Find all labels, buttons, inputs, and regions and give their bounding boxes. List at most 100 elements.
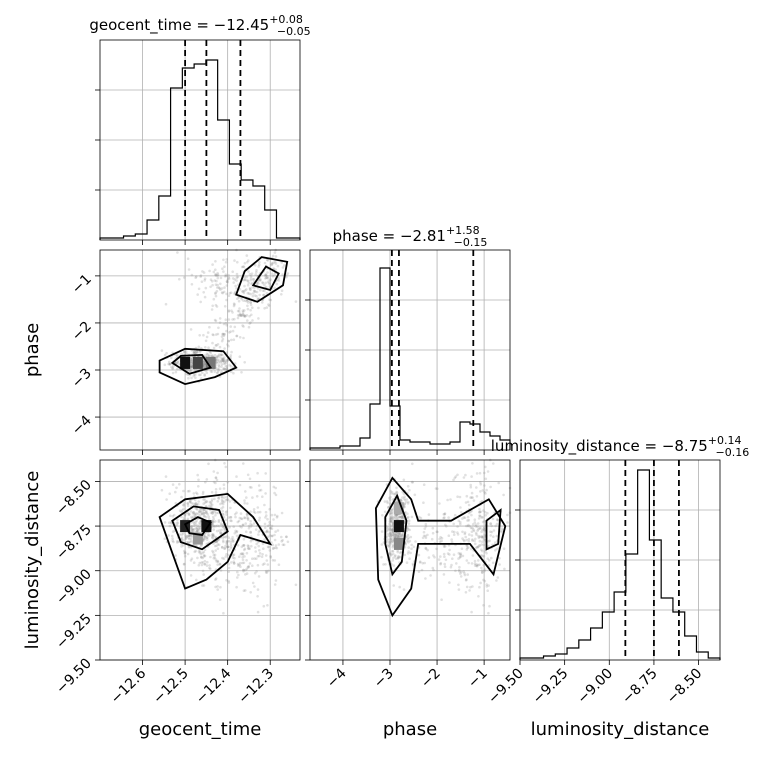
- sample-point: [480, 566, 483, 570]
- sample-point: [490, 524, 493, 528]
- sample-point: [220, 528, 223, 532]
- sample-point: [244, 289, 247, 292]
- sample-point: [217, 520, 221, 523]
- sample-point: [277, 277, 281, 280]
- sample-point: [202, 502, 205, 506]
- sample-point: [392, 533, 395, 536]
- sample-point: [474, 523, 478, 526]
- sample-point: [211, 549, 214, 553]
- sample-point: [191, 529, 194, 532]
- sample-point: [388, 541, 392, 544]
- sample-point: [196, 528, 200, 532]
- sample-point: [217, 365, 221, 368]
- sample-point: [261, 553, 264, 556]
- sample-point: [229, 540, 233, 544]
- sample-point: [243, 261, 247, 265]
- sample-point: [224, 518, 228, 522]
- sample-point: [258, 489, 261, 492]
- sample-point: [433, 556, 436, 559]
- sample-point: [470, 562, 474, 565]
- sample-point: [178, 509, 182, 512]
- sample-point: [402, 497, 406, 500]
- sample-point: [232, 562, 236, 565]
- sample-point: [187, 541, 190, 545]
- sample-point: [496, 518, 500, 522]
- sample-point: [184, 536, 188, 540]
- sample-point: [266, 563, 270, 566]
- sample-point: [214, 476, 218, 479]
- sample-point: [442, 516, 445, 520]
- sample-point: [268, 530, 271, 534]
- sample-point: [467, 503, 471, 507]
- sample-point: [202, 511, 206, 515]
- sample-point: [206, 331, 210, 334]
- sample-point: [389, 528, 393, 532]
- sample-point: [170, 534, 174, 538]
- sample-point: [201, 492, 205, 496]
- sample-point: [220, 358, 223, 362]
- sample-point: [244, 490, 247, 493]
- sample-point: [220, 287, 224, 290]
- sample-point: [248, 272, 252, 276]
- sample-point: [227, 545, 230, 549]
- sample-point: [233, 317, 236, 321]
- sample-point: [268, 298, 271, 302]
- sample-point: [189, 369, 193, 373]
- sample-point: [222, 515, 226, 519]
- sample-point: [264, 510, 268, 514]
- sample-point: [407, 541, 410, 544]
- sample-point: [235, 511, 238, 514]
- sample-point: [393, 534, 396, 537]
- sample-point: [453, 530, 456, 534]
- sample-point: [231, 329, 235, 333]
- sample-point: [190, 376, 193, 380]
- sample-point: [444, 523, 447, 527]
- sample-point: [473, 518, 477, 521]
- sample-point: [249, 274, 253, 278]
- sample-point: [215, 478, 219, 482]
- sample-point: [484, 514, 488, 517]
- sample-point: [434, 487, 438, 490]
- sample-point: [256, 595, 259, 598]
- sample-point: [474, 531, 478, 535]
- sample-point: [215, 540, 219, 543]
- sample-point: [389, 524, 393, 527]
- sample-point: [218, 317, 222, 320]
- sample-point: [483, 526, 486, 530]
- sample-point: [214, 577, 218, 580]
- sample-point: [484, 477, 488, 481]
- sample-point: [230, 561, 233, 564]
- sample-point: [222, 357, 225, 361]
- density-cell: [192, 356, 203, 369]
- sample-point: [431, 526, 435, 530]
- sample-point: [219, 276, 223, 280]
- sample-point: [274, 486, 278, 490]
- title-phase: phase = −2.81+1.58 −0.15: [333, 224, 488, 249]
- sample-point: [214, 283, 218, 287]
- sample-point: [270, 527, 274, 530]
- sample-point: [207, 462, 210, 466]
- sample-point: [211, 536, 214, 539]
- sample-point: [459, 575, 463, 578]
- sample-point: [214, 578, 217, 581]
- sample-point: [214, 273, 218, 277]
- sample-point: [268, 282, 272, 286]
- sample-point: [201, 510, 205, 513]
- sample-point: [195, 275, 198, 278]
- sample-point: [180, 515, 183, 519]
- sample-point: [189, 368, 193, 371]
- sample-point: [226, 545, 229, 549]
- sample-point: [470, 534, 474, 537]
- sample-point: [475, 533, 478, 536]
- sample-point: [257, 306, 260, 310]
- sample-point: [190, 359, 193, 363]
- sample-point: [214, 558, 218, 561]
- sample-point: [224, 544, 227, 548]
- sample-point: [242, 544, 246, 547]
- sample-point: [471, 526, 474, 530]
- sample-point: [223, 265, 226, 269]
- sample-point: [438, 537, 441, 541]
- sample-point: [472, 529, 476, 533]
- sample-point: [255, 281, 259, 285]
- sample-point: [203, 362, 206, 366]
